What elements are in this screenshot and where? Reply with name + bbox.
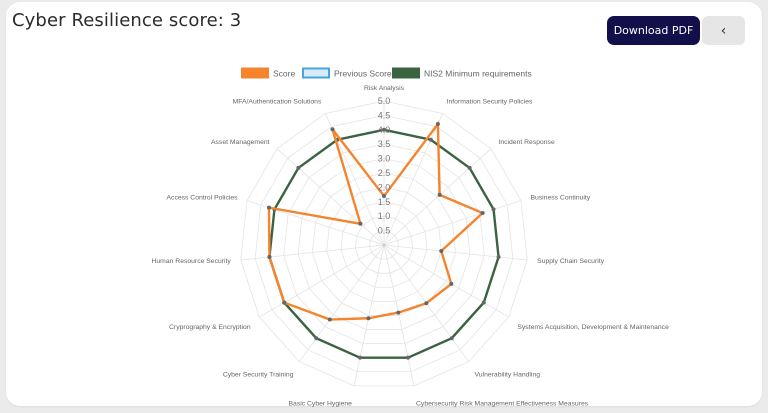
download-pdf-button[interactable]: Download PDF: [607, 16, 700, 45]
data-point[interactable]: [282, 300, 287, 305]
data-point[interactable]: [435, 121, 440, 126]
data-point[interactable]: [382, 194, 386, 199]
axis-labels: Risk Analysis Information Security Polici…: [151, 85, 669, 408]
data-point[interactable]: [449, 281, 454, 286]
data-point[interactable]: [496, 255, 501, 260]
data-point[interactable]: [366, 316, 371, 321]
chart-legend: Score Previous Score NIS2 Minimum requirem…: [241, 67, 532, 79]
axis-label: Cryprography & Encryption: [169, 324, 251, 331]
data-point[interactable]: [267, 255, 272, 260]
axis-label: Access Control Policies: [167, 194, 239, 201]
axis-label: MFA/Authentication Solutions: [233, 98, 322, 105]
tick-label: 0.5: [378, 226, 391, 236]
legend-item[interactable]: Score: [241, 67, 295, 79]
data-point[interactable]: [439, 249, 444, 254]
data-point[interactable]: [480, 210, 485, 215]
data-point[interactable]: [467, 165, 472, 170]
data-point[interactable]: [405, 355, 410, 360]
axis-label: Vulnerability Handling: [475, 372, 541, 379]
axis-label: Information Security Policies: [447, 98, 533, 105]
axis-label: Business Continuity: [530, 194, 590, 201]
data-point[interactable]: [437, 192, 442, 197]
data-point[interactable]: [296, 165, 301, 170]
tick-label: 5.0: [378, 96, 391, 106]
chart-series: [266, 120, 501, 360]
axis-label: Cybersecurity Risk Management Effectiven…: [416, 401, 589, 408]
axis-label: Incident Response: [498, 139, 555, 146]
data-point[interactable]: [481, 300, 486, 305]
tick-label: 3.5: [378, 139, 391, 149]
tick-label: 2.5: [378, 168, 391, 178]
data-point[interactable]: [449, 336, 454, 341]
radial-ticks: 0.5 1.0 1.5 2.0 2.5 3.0 3.5 4.0 4.5 5.0: [378, 96, 391, 236]
data-point[interactable]: [327, 317, 332, 322]
tick-label: 3.0: [378, 154, 391, 164]
tick-label: 1.5: [378, 197, 391, 207]
tick-label: 1.0: [378, 211, 391, 221]
data-point[interactable]: [428, 137, 433, 142]
axis-label: Supply Chain Security: [537, 258, 604, 265]
page-title: Cyber Resilience score: 3: [12, 10, 242, 31]
data-point[interactable]: [491, 207, 496, 212]
axis-label: Human Resource Security: [151, 258, 231, 265]
axis-label: Risk Analysis: [364, 85, 405, 92]
data-point[interactable]: [266, 205, 271, 210]
svg-text:NIS2 Minimum requirements: NIS2 Minimum requirements: [424, 69, 532, 79]
series-score: [266, 120, 485, 322]
legend-item[interactable]: NIS2 Minimum requirements: [392, 67, 532, 79]
data-point[interactable]: [382, 127, 386, 132]
back-button[interactable]: ‹: [702, 16, 745, 45]
axis-label: Basic Cyber Hygiene: [289, 401, 353, 408]
axis-label: Cyber Security Training: [223, 372, 294, 379]
chevron-left-icon: ‹: [720, 22, 727, 39]
data-point[interactable]: [358, 355, 363, 360]
tick-label: 4.5: [378, 110, 391, 120]
data-point[interactable]: [330, 127, 335, 132]
axis-label: Asset Management: [211, 139, 270, 146]
legend-item[interactable]: Previous Score: [302, 67, 392, 79]
axis-label: Systems Acquisition, Development & Maint…: [517, 324, 669, 331]
data-point[interactable]: [314, 336, 319, 341]
data-point[interactable]: [358, 221, 363, 226]
svg-text:Score: Score: [273, 69, 295, 79]
tick-label: 2.0: [378, 182, 391, 192]
data-point[interactable]: [424, 301, 429, 306]
svg-text:Previous Score: Previous Score: [334, 69, 392, 79]
data-point[interactable]: [396, 310, 401, 315]
tick-label: 4.0: [378, 125, 391, 135]
